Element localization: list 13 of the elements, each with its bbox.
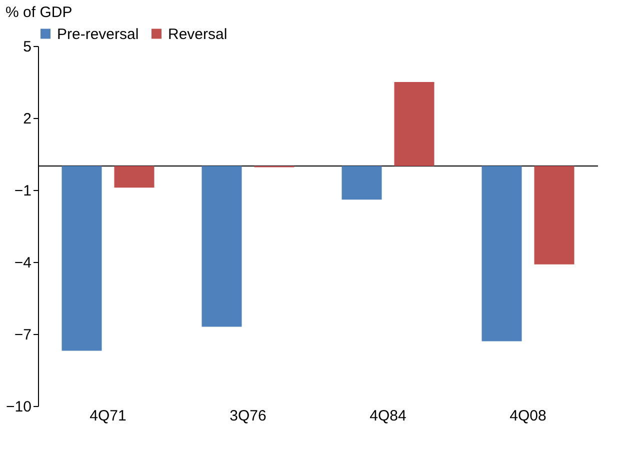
y-tick-label: −10: [6, 398, 32, 416]
y-tick-label: 5: [23, 38, 32, 56]
x-tick-label: 4Q84: [370, 408, 406, 424]
legend-label: Pre-reversal: [57, 26, 139, 43]
y-axis-title: % of GDP: [6, 4, 72, 21]
y-tick-label: −1: [14, 182, 32, 200]
x-tick-label: 3Q76: [230, 408, 266, 424]
y-tick-label: −4: [14, 254, 32, 272]
x-tick-label: 4Q08: [510, 408, 546, 424]
x-tick-label: 4Q71: [90, 408, 126, 424]
y-tick-label: 2: [23, 110, 32, 128]
legend-label: Reversal: [168, 26, 228, 43]
y-tick-label: −7: [14, 326, 32, 344]
